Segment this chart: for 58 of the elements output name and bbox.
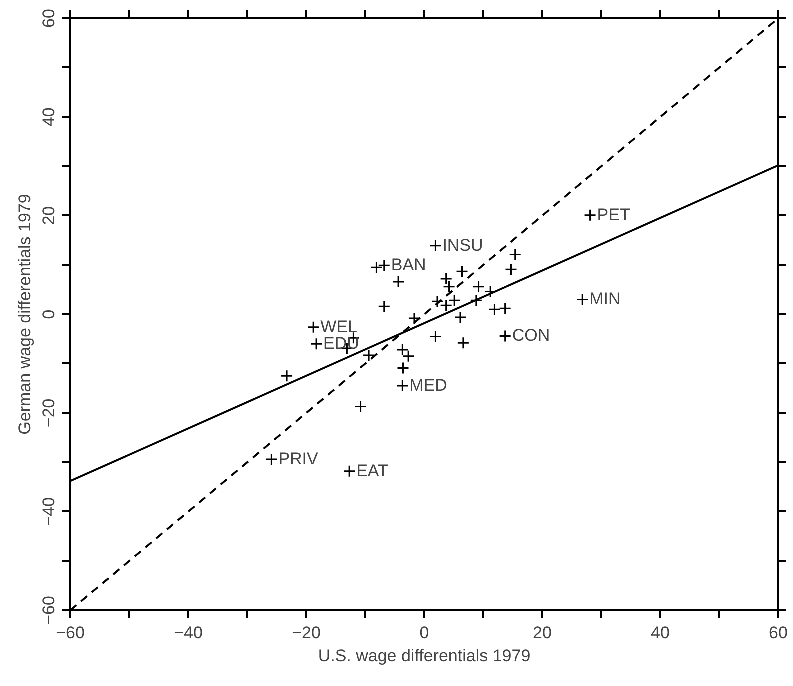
point xyxy=(499,302,512,315)
point xyxy=(378,300,391,313)
annotation: BAN xyxy=(391,256,426,275)
point xyxy=(396,380,409,392)
point xyxy=(488,303,501,316)
annotation: INSU xyxy=(442,236,484,255)
point xyxy=(457,336,470,350)
point xyxy=(443,280,456,294)
point xyxy=(499,330,512,342)
point xyxy=(354,400,368,414)
point xyxy=(440,272,453,286)
x-tick-label: 20 xyxy=(533,624,552,642)
x-tick-label: −60 xyxy=(56,624,85,642)
point xyxy=(454,311,467,324)
point xyxy=(280,370,294,382)
x-tick-label: −20 xyxy=(292,624,321,642)
point xyxy=(402,350,415,363)
point xyxy=(265,453,278,466)
x-tick-label: −40 xyxy=(174,624,203,642)
annotation: PET xyxy=(597,205,630,224)
point xyxy=(576,293,589,306)
point xyxy=(456,265,469,278)
annotation: MIN xyxy=(590,290,621,309)
annotation: CON xyxy=(512,326,550,346)
y-tick-label: −40 xyxy=(40,497,58,526)
point xyxy=(397,362,410,375)
annotation: PRIV xyxy=(278,450,320,469)
annotation: MED xyxy=(410,376,448,396)
point xyxy=(392,276,405,288)
point xyxy=(429,330,442,343)
annotation: EAT xyxy=(356,461,388,480)
x-axis-title: U.S. wage differentials 1979 xyxy=(318,646,531,666)
point xyxy=(370,261,383,274)
point xyxy=(307,321,320,334)
point xyxy=(378,259,391,272)
y-axis-title: German wage differentials 1979 xyxy=(16,194,34,435)
point xyxy=(362,349,376,362)
point xyxy=(509,248,522,262)
point xyxy=(472,280,486,294)
point xyxy=(429,240,442,252)
x-tick-label: 40 xyxy=(651,624,670,642)
point xyxy=(396,344,409,356)
y-tick-label: 60 xyxy=(40,9,58,28)
y-tick-label: 40 xyxy=(40,108,58,127)
y-tick-label: 20 xyxy=(40,206,58,226)
point xyxy=(343,465,356,478)
y-tick-label: 0 xyxy=(40,310,58,320)
point xyxy=(584,209,597,222)
point xyxy=(504,263,518,276)
y-tick-label: −60 xyxy=(40,596,58,625)
point xyxy=(431,295,444,308)
point xyxy=(470,294,483,307)
x-tick-label: 0 xyxy=(420,624,430,642)
point xyxy=(310,338,323,350)
annotation: WEL xyxy=(320,317,358,336)
y-tick-label: −20 xyxy=(40,398,58,428)
x-tick-label: 60 xyxy=(769,624,788,642)
point xyxy=(408,312,421,325)
